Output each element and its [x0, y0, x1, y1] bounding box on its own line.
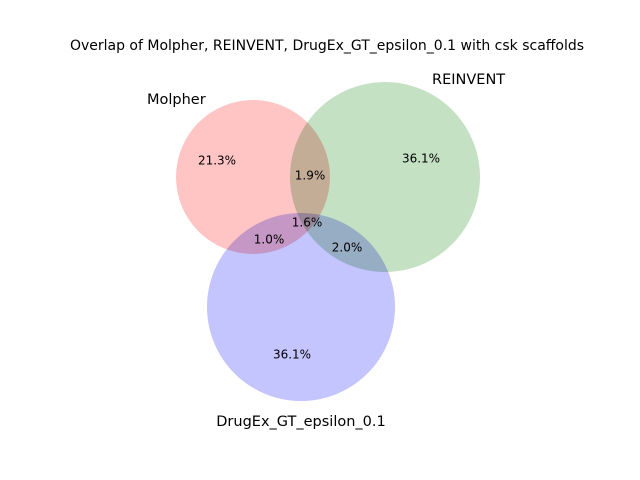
set-label-reinvent: REINVENT	[432, 72, 505, 88]
region-label-molpher--drugex-gt-epsilon-0-1: 1.0%	[254, 233, 285, 247]
region-label-reinvent--drugex-gt-epsilon-0-1: 2.0%	[332, 241, 363, 255]
region-label-molpher: 21.3%	[198, 154, 236, 168]
region-label-drugex-gt-epsilon-0-1: 36.1%	[273, 348, 311, 362]
set-circles	[176, 82, 480, 401]
region-label-reinvent: 36.1%	[402, 152, 440, 166]
set-circle-drugex-gt-epsilon-0-1	[207, 213, 395, 401]
set-label-molpher: Molpher	[147, 92, 206, 108]
set-label-drugex-gt-epsilon-0-1: DrugEx_GT_epsilon_0.1	[216, 414, 385, 430]
chart-title: Overlap of Molpher, REINVENT, DrugEx_GT_…	[70, 38, 584, 54]
region-label-molpher--reinvent: 1.9%	[295, 169, 326, 183]
set-labels: Molpher REINVENT DrugEx_GT_epsilon_0.1	[147, 72, 505, 430]
region-labels: 21.3% 36.1% 36.1% 1.9% 1.0% 2.0% 1.6%	[198, 152, 440, 362]
region-label-molpher--reinvent--drugex-gt-epsilon-0-1: 1.6%	[292, 216, 323, 230]
